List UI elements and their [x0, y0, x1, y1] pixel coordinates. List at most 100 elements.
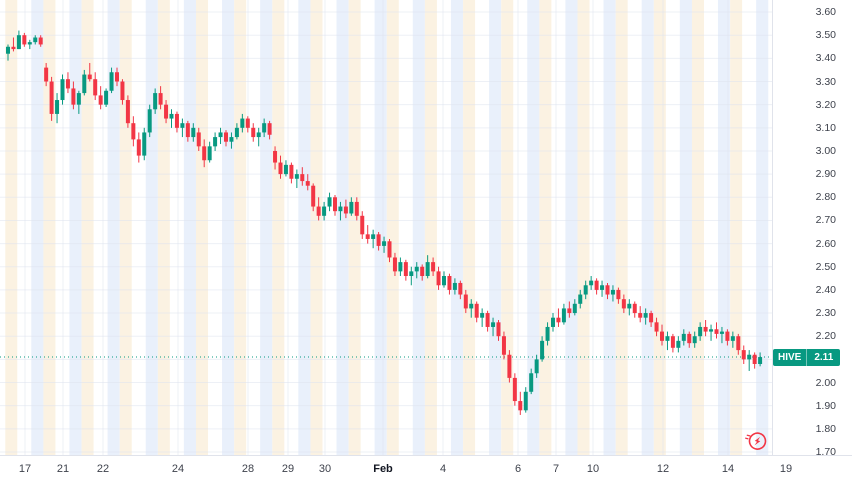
candle-body	[654, 322, 659, 332]
candle-body	[496, 322, 501, 337]
candle-body	[610, 289, 615, 295]
candle-body	[589, 280, 594, 286]
session-band-afterhours	[107, 0, 120, 455]
chart-plot-area[interactable]	[0, 0, 772, 455]
session-band-afterhours	[298, 0, 311, 455]
price-axis-border	[772, 0, 773, 485]
time-axis-label: 6	[514, 463, 522, 475]
session-band-afterhours	[679, 0, 692, 455]
candle-body	[551, 317, 555, 327]
candle-body	[327, 197, 332, 207]
candle-body	[719, 331, 724, 334]
candle-body	[561, 308, 566, 323]
candle-body	[65, 79, 70, 89]
candle-body	[741, 350, 746, 360]
flash-icon[interactable]	[744, 429, 768, 453]
session-band-afterhours	[374, 0, 387, 455]
session-band-afterhours	[69, 0, 82, 455]
candle-body	[343, 206, 348, 214]
candle-body	[442, 276, 446, 286]
candle-body	[523, 391, 528, 411]
candle-body	[38, 37, 43, 45]
candle-body	[49, 81, 54, 114]
session-band-afterhours	[603, 0, 616, 455]
candle-body	[174, 113, 179, 128]
candle-body	[736, 336, 741, 351]
candle-body	[594, 280, 599, 290]
candle-body	[670, 336, 675, 348]
candle-body	[387, 241, 392, 258]
candle-body	[262, 123, 267, 133]
candle-body	[229, 137, 234, 142]
candle-body	[234, 127, 239, 138]
candle-body	[305, 181, 310, 186]
time-axis-label: 22	[96, 463, 110, 475]
candle-body	[224, 132, 228, 142]
candle-body	[164, 104, 169, 119]
candle-body	[409, 271, 414, 277]
candle-body	[256, 132, 261, 138]
candle-body	[158, 93, 163, 105]
price-axis-label: 3.50	[815, 29, 836, 42]
candle-body	[709, 329, 714, 332]
candle-body	[758, 357, 763, 364]
time-axis-label: 19	[779, 463, 793, 475]
session-band-premarket	[310, 0, 323, 455]
candle-body	[142, 132, 147, 156]
candle-body	[382, 241, 387, 246]
candle-body	[371, 234, 376, 239]
time-axis-label: 7	[552, 463, 560, 475]
session-band-premarket	[577, 0, 590, 455]
time-axis-border	[0, 455, 852, 456]
candle-body	[300, 174, 305, 182]
price-axis[interactable]: 3.60 3.50 3.40 3.30 3.20 3.10 3.00 2.90 2.80 2.70…	[773, 0, 852, 458]
session-band-afterhours	[412, 0, 425, 455]
candle-body	[698, 326, 703, 337]
candle-body	[6, 46, 10, 54]
candle-body	[545, 326, 550, 341]
session-band-afterhours	[641, 0, 654, 455]
candle-body	[681, 333, 686, 341]
candle-body	[316, 206, 321, 216]
candle-body	[322, 206, 327, 216]
candle-body	[55, 100, 60, 114]
session-band-premarket	[386, 0, 399, 455]
candle-body	[747, 354, 752, 360]
candle-body	[338, 206, 343, 212]
session-band-premarket	[119, 0, 132, 455]
candle-body	[82, 74, 87, 94]
candle-body	[485, 313, 490, 327]
candle-body	[11, 46, 16, 50]
candle-body	[458, 282, 463, 295]
candle-body	[202, 146, 207, 161]
candle-body	[431, 262, 436, 272]
candle-body	[529, 373, 534, 392]
candle-body	[196, 132, 201, 147]
price-axis-label: 2.80	[815, 191, 836, 204]
candle-body	[578, 294, 583, 304]
session-band-premarket	[424, 0, 437, 455]
candle-body	[540, 340, 545, 360]
price-axis-label: 1.80	[815, 422, 836, 435]
price-axis-label: 2.40	[815, 283, 836, 296]
candle-body	[360, 215, 365, 235]
candle-body	[480, 313, 485, 318]
time-axis-label: 30	[318, 463, 332, 475]
session-band-afterhours	[527, 0, 540, 455]
price-axis-label: 2.90	[815, 168, 836, 181]
candle-body	[621, 299, 626, 309]
candle-body	[273, 150, 278, 163]
candlestick-chart[interactable]	[0, 0, 772, 455]
time-axis[interactable]: 17 21 22 24 28 29 30 Feb 4 6 7 10 12 14 19	[0, 456, 852, 485]
candle-body	[665, 336, 670, 341]
candle-body	[125, 100, 130, 124]
candle-body	[643, 313, 648, 318]
candle-body	[27, 42, 32, 45]
candle-body	[283, 164, 288, 175]
candle-body	[518, 401, 523, 411]
session-band-premarket	[81, 0, 94, 455]
session-band-premarket	[691, 0, 704, 455]
candle-body	[22, 35, 27, 45]
candle-body	[180, 123, 185, 128]
